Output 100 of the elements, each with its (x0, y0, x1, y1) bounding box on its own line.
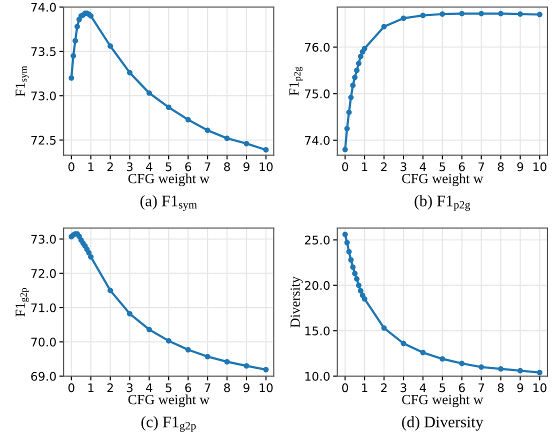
x-tick-label: 6 (185, 383, 192, 392)
x-tick-label: 9 (517, 162, 524, 172)
x-tick-label: 2 (107, 383, 113, 392)
point (517, 11, 524, 17)
point (536, 370, 542, 376)
point (400, 340, 406, 346)
x-tick-label: 9 (517, 383, 524, 392)
x-tick-label: 10 (533, 162, 546, 172)
point (224, 358, 230, 365)
point (356, 282, 362, 288)
point (244, 363, 250, 369)
x-tick-label: 2 (381, 162, 387, 172)
point (108, 288, 114, 294)
point (350, 264, 356, 270)
x-tick-label: 9 (243, 162, 250, 172)
y-tick-label: 75.0 (305, 89, 330, 98)
x-tick-label: 0 (68, 162, 74, 172)
point (244, 140, 250, 146)
point (352, 74, 358, 80)
x-tick-label: 10 (533, 383, 546, 392)
y-tick-label: 70.0 (31, 338, 56, 347)
point (166, 338, 172, 344)
point (86, 250, 92, 256)
x-tick-label: 7 (478, 162, 484, 172)
point (459, 10, 465, 16)
point (350, 82, 356, 88)
x-tick-label: 4 (146, 383, 152, 392)
y-tick-label: 10.0 (305, 372, 330, 381)
point (362, 296, 368, 302)
x-tick-label: 4 (146, 162, 152, 172)
x-tick-label: 5 (440, 162, 446, 172)
point (204, 128, 210, 134)
x-tick-label: 7 (204, 162, 210, 172)
point (74, 24, 80, 30)
x-tick-label: 3 (126, 162, 133, 172)
x-tick-label: 8 (224, 162, 230, 172)
x-tick-label: 5 (440, 383, 446, 392)
point (478, 364, 484, 370)
y-tick-label: 72.0 (31, 269, 56, 278)
x-tick-label: 6 (458, 162, 465, 172)
y-tick-label: 15.0 (305, 326, 330, 336)
x-tick-label: 1 (362, 383, 368, 392)
x-tick-label: 7 (478, 383, 484, 392)
y-tick-label: 74.0 (305, 136, 330, 145)
x-tick-label: 9 (243, 383, 250, 392)
point (185, 116, 191, 122)
x-tick-label: 5 (166, 162, 172, 172)
point (68, 75, 74, 81)
text: (b) F1$_{p2g}$ (414, 195, 470, 211)
point (354, 276, 360, 282)
point (420, 12, 426, 18)
text: (c) F1$_{g2p}$ (141, 416, 196, 432)
point (348, 94, 354, 100)
x-tick-label: 3 (400, 383, 406, 392)
point (354, 68, 360, 74)
x-tick-label: 7 (204, 383, 210, 392)
y-axis-title: F1$_{sym}$ (16, 66, 29, 96)
point (498, 10, 504, 16)
point (342, 146, 348, 152)
point (381, 325, 387, 331)
x-tick-label: 10 (260, 383, 273, 392)
point (348, 257, 354, 263)
point (420, 350, 426, 356)
point (381, 24, 387, 30)
x-tick-label: 8 (224, 383, 230, 392)
point (344, 126, 350, 132)
point (517, 368, 524, 374)
x-tick-label: 0 (68, 383, 74, 392)
point (440, 11, 446, 17)
point (344, 240, 350, 246)
x-axis-title: CFG weight w (128, 394, 210, 408)
point (108, 43, 114, 49)
x-tick-label: 8 (498, 162, 504, 172)
point (346, 110, 352, 116)
x-tick-label: 0 (342, 383, 348, 392)
x-tick-label: 6 (458, 383, 465, 392)
point (400, 15, 406, 22)
point (263, 366, 269, 372)
point (224, 136, 230, 142)
point (126, 70, 133, 76)
x-tick-label: 2 (381, 383, 387, 392)
text: (d) Diversity (402, 416, 484, 431)
y-tick-label: 73.0 (31, 234, 56, 244)
point (342, 232, 348, 238)
point (362, 46, 368, 52)
point (356, 60, 362, 66)
point (346, 248, 352, 254)
point (440, 356, 446, 362)
x-tick-label: 4 (420, 162, 426, 172)
point (358, 288, 364, 294)
text: (a) F1$_{sym}$ (140, 195, 197, 211)
x-tick-label: 1 (88, 162, 94, 172)
x-axis-title: CFG weight w (128, 174, 210, 186)
point (166, 104, 172, 110)
x-tick-label: 3 (400, 162, 406, 172)
x-tick-label: 3 (126, 383, 133, 392)
y-tick-label: 69.0 (31, 372, 56, 381)
y-tick-label: 20.0 (304, 281, 330, 290)
point (263, 147, 269, 153)
point (146, 326, 152, 332)
